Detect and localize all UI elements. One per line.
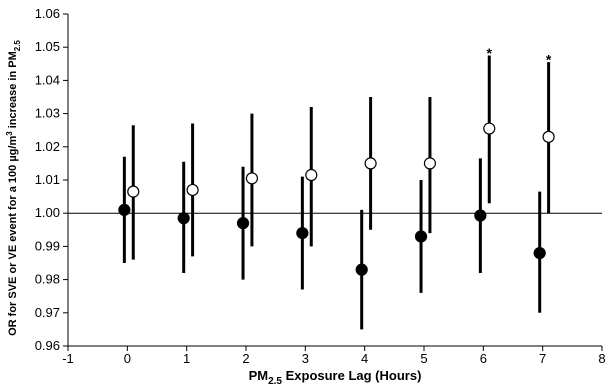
- x-axis-title: PM2.5 Exposure Lag (Hours): [249, 368, 422, 386]
- y-axis-title: OR for SVE or VE event for a 100 µg/m3 i…: [5, 40, 22, 336]
- y-tick-label: 1.04: [35, 72, 60, 87]
- y-axis-title-sub: 2.5: [13, 40, 22, 52]
- y-tick-label: 1.05: [35, 39, 60, 54]
- data-point-filled: [474, 209, 487, 222]
- x-tick-label: 1: [183, 351, 190, 366]
- data-point-open: [305, 168, 318, 182]
- data-point-open: [483, 122, 496, 135]
- x-tick-label: 6: [480, 351, 487, 366]
- data-point-filled: [177, 212, 190, 225]
- y-tick-label: 0.96: [35, 338, 60, 353]
- data-point-filled: [296, 227, 309, 240]
- x-axis-title-sub: 2.5: [268, 376, 282, 386]
- x-tick-label: -1: [62, 351, 74, 366]
- significance-asterisk: *: [487, 45, 493, 61]
- significance-asterisk: *: [546, 52, 552, 68]
- data-point-open: [423, 157, 437, 170]
- data-point-filled: [118, 203, 131, 216]
- data-point-filled: [355, 263, 368, 276]
- plot-area: 0.96 0.97 0.98 0.99 1.00 1.01 1.02 1.03 1.04 1.05…: [35, 6, 606, 366]
- data-point-open: [364, 157, 377, 170]
- data-point-open: [186, 183, 199, 197]
- y-tick-label: 0.97: [35, 305, 60, 320]
- x-tick-label: 4: [361, 351, 368, 366]
- y-axis-title-group: OR for SVE or VE event for a 100 µg/m3 i…: [5, 40, 22, 336]
- x-tick-label: 2: [242, 351, 249, 366]
- y-tick-label: 1.01: [35, 172, 60, 187]
- y-tick-label: 1.00: [35, 205, 60, 220]
- y-axis-title-sup: 3: [5, 131, 14, 136]
- data-point-open: [245, 172, 259, 185]
- x-tick-label: 5: [420, 351, 427, 366]
- data-point-open: [127, 185, 140, 198]
- x-tick-label: 8: [598, 351, 605, 366]
- data-point-filled: [236, 217, 250, 230]
- y-tick-label: 0.98: [35, 272, 60, 287]
- data-point-filled: [414, 230, 428, 243]
- y-tick-label: 1.02: [35, 139, 60, 154]
- data-point-open: [542, 130, 555, 143]
- data-point-filled: [533, 246, 546, 260]
- x-axis-title-main: PM: [249, 368, 269, 383]
- x-tick-label: 7: [539, 351, 546, 366]
- y-tick-label: 0.99: [35, 238, 60, 253]
- y-tick-label: 1.06: [35, 6, 60, 21]
- x-axis-title-rest: Exposure Lag (Hours): [282, 368, 421, 383]
- x-tick-label: 3: [302, 351, 309, 366]
- y-tick-label: 1.03: [35, 106, 60, 121]
- y-axis-title-main: OR for SVE or VE event for a 100 µg/m: [7, 136, 19, 336]
- y-axis-title-mid: increase in PM: [7, 51, 19, 131]
- x-tick-label: 0: [124, 351, 131, 366]
